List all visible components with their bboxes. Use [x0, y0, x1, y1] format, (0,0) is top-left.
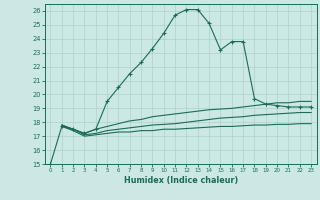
X-axis label: Humidex (Indice chaleur): Humidex (Indice chaleur) [124, 176, 238, 185]
